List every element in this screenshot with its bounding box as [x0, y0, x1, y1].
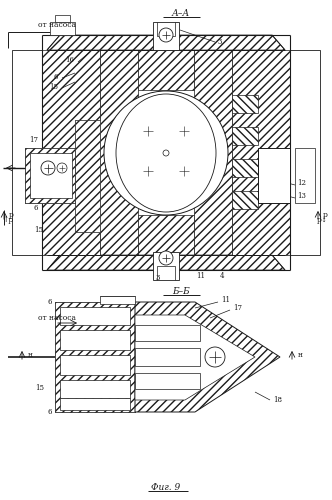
Polygon shape — [25, 148, 75, 203]
Text: от насоса: от насоса — [38, 21, 76, 29]
Polygon shape — [42, 50, 100, 255]
Text: 15: 15 — [34, 226, 43, 234]
Bar — [232, 127, 258, 145]
Polygon shape — [55, 302, 135, 412]
Bar — [100, 50, 232, 255]
Polygon shape — [135, 315, 255, 400]
Bar — [30, 153, 72, 198]
Bar — [135, 348, 200, 366]
Bar — [153, 252, 179, 280]
Text: 6: 6 — [34, 204, 39, 212]
Polygon shape — [135, 302, 280, 412]
Bar — [60, 398, 130, 410]
Text: 17: 17 — [233, 304, 242, 312]
Bar — [232, 95, 258, 113]
Ellipse shape — [116, 94, 216, 212]
Bar — [12, 50, 42, 255]
Polygon shape — [47, 255, 285, 270]
Text: 12: 12 — [297, 179, 306, 187]
Polygon shape — [138, 50, 194, 90]
Text: р: р — [9, 211, 14, 219]
Bar — [258, 148, 290, 203]
Bar — [295, 148, 315, 203]
Text: 15: 15 — [49, 83, 58, 91]
Polygon shape — [100, 50, 138, 255]
Text: Б–Б: Б–Б — [172, 288, 190, 296]
Polygon shape — [47, 35, 285, 50]
Circle shape — [159, 251, 173, 265]
Text: н: н — [28, 351, 33, 359]
Text: р↓: р↓ — [316, 216, 328, 224]
Text: А–А: А–А — [172, 10, 190, 18]
Bar — [55, 15, 70, 22]
Text: р: р — [323, 211, 328, 219]
Text: 6: 6 — [47, 298, 52, 306]
Text: 17: 17 — [29, 136, 38, 144]
Text: ↑р: ↑р — [2, 216, 14, 224]
Bar — [157, 22, 175, 36]
Bar — [60, 355, 130, 375]
Bar — [25, 148, 75, 203]
Text: 6: 6 — [47, 408, 52, 416]
Polygon shape — [194, 50, 232, 255]
Text: 15: 15 — [35, 384, 44, 392]
Circle shape — [163, 150, 169, 156]
Bar — [60, 330, 130, 350]
Text: н: н — [298, 351, 303, 359]
Text: 6: 6 — [53, 73, 58, 81]
Bar — [153, 22, 179, 50]
Circle shape — [57, 163, 67, 173]
Bar — [157, 266, 175, 280]
Text: 13: 13 — [297, 192, 306, 200]
Text: 11: 11 — [196, 272, 205, 280]
Text: 18: 18 — [273, 396, 282, 404]
Text: 11: 11 — [221, 296, 230, 304]
Bar — [135, 325, 200, 341]
Bar — [60, 380, 130, 398]
Bar — [50, 22, 75, 35]
Bar — [55, 302, 135, 412]
Bar — [75, 120, 100, 232]
Bar — [232, 159, 258, 177]
Polygon shape — [138, 215, 194, 255]
Text: 16: 16 — [65, 56, 74, 64]
Polygon shape — [232, 50, 290, 255]
Circle shape — [159, 28, 173, 42]
Text: 3: 3 — [155, 274, 159, 282]
Bar — [290, 50, 320, 255]
Text: Фиг. 9: Фиг. 9 — [151, 484, 181, 492]
Circle shape — [205, 347, 225, 367]
Bar — [135, 373, 200, 389]
Text: 3: 3 — [218, 38, 222, 46]
Polygon shape — [75, 120, 100, 232]
Bar — [60, 307, 130, 325]
Text: 4: 4 — [220, 272, 224, 280]
Circle shape — [104, 91, 228, 215]
Bar — [100, 296, 135, 304]
Bar — [232, 191, 258, 209]
Text: от насоса: от насоса — [38, 314, 76, 322]
Circle shape — [41, 161, 55, 175]
